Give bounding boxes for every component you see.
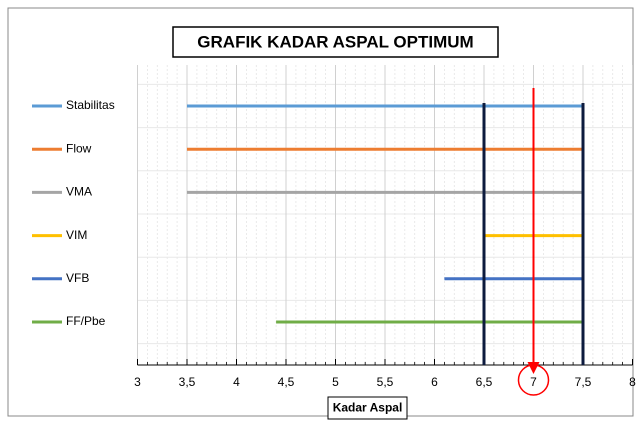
chart-border xyxy=(7,7,634,417)
legend-label: Stabilitas xyxy=(66,98,115,112)
legend-label: Flow xyxy=(66,141,92,155)
x-tick-label: 7,5 xyxy=(575,375,592,389)
optimum-circle xyxy=(517,364,550,396)
x-axis-label: Kadar Aspal xyxy=(333,401,403,415)
x-tick-label: 4 xyxy=(233,375,240,389)
legend-label: FF/Pbe xyxy=(66,314,106,328)
x-tick-label: 5 xyxy=(332,375,339,389)
x-tick-label: 6,5 xyxy=(476,375,493,389)
x-tick-label: 5,5 xyxy=(377,375,394,389)
x-tick-label: 3 xyxy=(134,375,141,389)
x-tick-label: 6 xyxy=(431,375,438,389)
title-box xyxy=(172,26,499,58)
legend-label: VMA xyxy=(66,185,92,199)
x-label-box xyxy=(327,396,408,420)
x-tick-label: 3,5 xyxy=(179,375,196,389)
legend-label: VFB xyxy=(66,271,89,285)
legend-label: VIM xyxy=(66,228,87,242)
x-tick-label: 4,5 xyxy=(278,375,295,389)
x-tick-label: 8 xyxy=(629,375,636,389)
chart-title: GRAFIK KADAR ASPAL OPTIMUM xyxy=(197,32,473,51)
x-tick-label: 7 xyxy=(530,375,537,389)
